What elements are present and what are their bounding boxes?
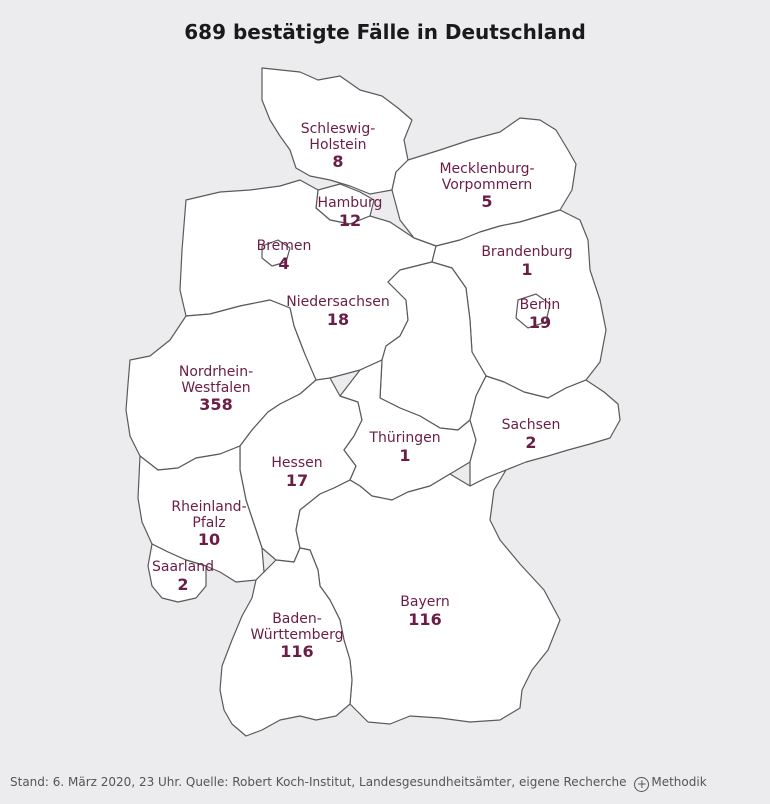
- map-title: 689 bestätigte Fälle in Deutschland: [184, 20, 586, 44]
- state-name: Vorpommern: [441, 176, 533, 193]
- state-label-sl[interactable]: Saarland 2: [151, 559, 215, 594]
- footer: Stand: 6. März 2020, 23 Uhr. Quelle: Rob…: [10, 775, 707, 792]
- state-name: Baden-: [272, 611, 322, 627]
- state-shape-sl[interactable]: [147, 543, 207, 603]
- state-name: Westfalen: [181, 379, 251, 396]
- state-label-be[interactable]: Berlin 19: [519, 297, 561, 332]
- state-label-th[interactable]: Thüringen 1: [369, 430, 441, 465]
- state-label-hb[interactable]: Bremen 4: [256, 238, 312, 273]
- case-count: 17: [285, 470, 309, 490]
- state-label-sn[interactable]: Sachsen 2: [501, 417, 561, 452]
- state-name: Brandenburg: [481, 244, 573, 260]
- state-name: Rheinland-: [171, 499, 247, 515]
- state-name: Berlin: [519, 297, 561, 313]
- case-count: 116: [280, 642, 314, 662]
- state-name: Hessen: [271, 455, 323, 471]
- state-name: Bremen: [256, 238, 312, 254]
- case-count: 5: [481, 192, 493, 212]
- case-count: 1: [521, 259, 533, 279]
- case-count: 1: [399, 445, 411, 465]
- case-count: 10: [197, 530, 221, 550]
- case-count: 4: [278, 253, 290, 273]
- state-shape-bw[interactable]: [219, 547, 353, 737]
- state-name: Holstein: [309, 136, 367, 153]
- state-label-mv[interactable]: Mecklenburg- Vorpommern 5: [439, 161, 535, 212]
- methodik-link[interactable]: + Methodik: [630, 775, 707, 792]
- state-label-he[interactable]: Hessen 17: [271, 455, 323, 490]
- state-name: Sachsen: [501, 417, 561, 433]
- state-shape-be[interactable]: [515, 293, 551, 329]
- state-shape-sn[interactable]: [469, 375, 621, 487]
- state-name: Nordrhein-: [178, 364, 254, 380]
- state-name: Schleswig-: [300, 121, 376, 137]
- state-name: Bayern: [400, 594, 450, 610]
- case-count: 358: [199, 395, 233, 415]
- state-name: Thüringen: [369, 430, 441, 446]
- case-count: 19: [528, 312, 552, 332]
- case-count: 116: [408, 609, 442, 629]
- case-count: 12: [338, 210, 362, 230]
- state-label-by[interactable]: Bayern 116: [400, 594, 450, 629]
- state-name: Niedersachsen: [286, 294, 390, 310]
- methodik-label: Methodik: [651, 775, 707, 789]
- state-name: Pfalz: [192, 514, 226, 531]
- state-name: Hamburg: [317, 195, 383, 211]
- state-label-ni[interactable]: Niedersachsen 18: [286, 294, 390, 329]
- state-label-sh[interactable]: Schleswig- Holstein 8: [300, 121, 376, 172]
- case-count: 8: [332, 152, 344, 172]
- state-label-rp[interactable]: Rheinland- Pfalz 10: [171, 499, 247, 550]
- case-count: 18: [326, 309, 350, 329]
- state-name: Württemberg: [250, 626, 344, 643]
- state-shape-hb[interactable]: [261, 239, 291, 267]
- source-note: Stand: 6. März 2020, 23 Uhr. Quelle: Rob…: [10, 775, 627, 789]
- plus-circle-icon: +: [634, 777, 650, 792]
- state-label-nw[interactable]: Nordrhein- Westfalen 358: [178, 364, 254, 415]
- state-label-bw[interactable]: Baden- Württemberg 116: [250, 611, 344, 662]
- state-label-bb[interactable]: Brandenburg 1: [481, 244, 573, 279]
- state-name: Saarland: [151, 559, 215, 575]
- case-count: 2: [525, 432, 537, 452]
- case-count: 2: [177, 574, 189, 594]
- state-label-hh[interactable]: Hamburg 12: [317, 195, 383, 230]
- state-name: Mecklenburg-: [439, 161, 535, 177]
